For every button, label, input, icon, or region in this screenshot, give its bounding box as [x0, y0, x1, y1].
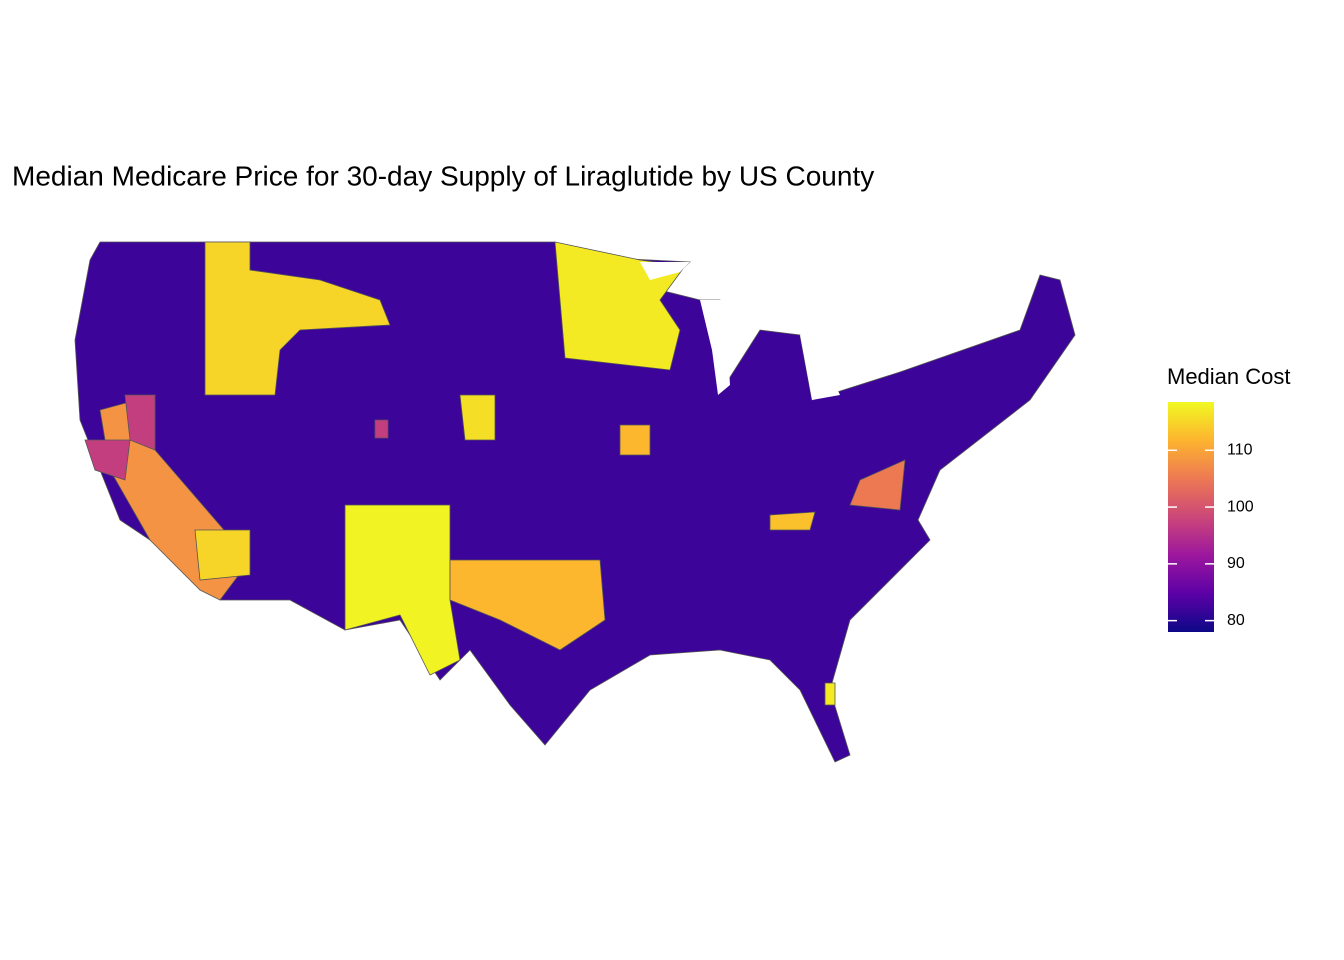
lake — [640, 262, 690, 280]
region — [459, 394, 496, 441]
region — [124, 394, 156, 451]
colorbar — [1168, 402, 1214, 632]
map — [74, 241, 1076, 763]
region — [204, 241, 391, 396]
tick-label: 110 — [1227, 441, 1253, 458]
legend-title: Median Cost — [1167, 364, 1291, 389]
tick-label: 80 — [1227, 612, 1245, 629]
chart-title: Median Medicare Price for 30-day Supply … — [12, 160, 874, 191]
region — [344, 504, 461, 676]
region — [769, 511, 816, 531]
region — [374, 419, 389, 439]
region — [84, 439, 131, 481]
tick-label: 100 — [1227, 498, 1254, 515]
lake — [700, 300, 730, 395]
region — [449, 559, 606, 651]
region — [619, 424, 651, 456]
tick-label: 90 — [1227, 555, 1245, 572]
region — [824, 682, 836, 706]
region — [194, 529, 251, 581]
legend: Median Cost 80 90 100 110 — [1167, 364, 1291, 632]
region — [849, 459, 906, 511]
lake — [800, 335, 840, 400]
